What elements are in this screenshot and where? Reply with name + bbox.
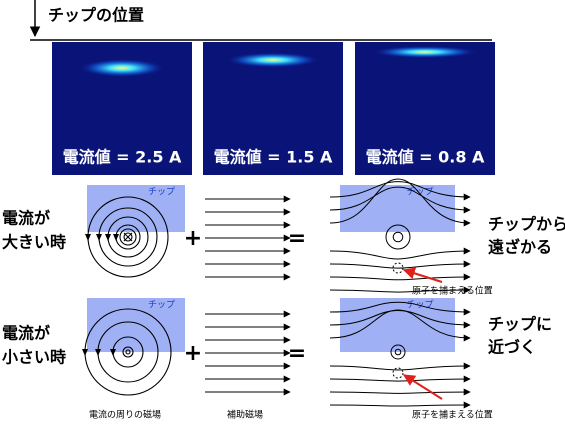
plus: + bbox=[184, 341, 202, 366]
field-circle bbox=[123, 232, 133, 242]
field-line bbox=[329, 273, 471, 281]
field-line bbox=[329, 260, 471, 269]
field-circle bbox=[122, 346, 134, 358]
field-arrowhead bbox=[82, 349, 88, 356]
field-circle bbox=[125, 349, 131, 355]
field-line bbox=[329, 186, 471, 214]
condition: 大きい時 bbox=[2, 233, 66, 252]
loop bbox=[390, 344, 406, 360]
result: 遠ざかる bbox=[488, 238, 552, 257]
stm-image bbox=[355, 42, 495, 175]
tip bbox=[87, 298, 185, 352]
image-label: 電流値 = 0.8 A bbox=[366, 148, 485, 167]
equals: = bbox=[288, 226, 306, 251]
glow bbox=[373, 46, 477, 58]
caption: 補助磁場 bbox=[227, 409, 263, 421]
equals: = bbox=[288, 341, 306, 366]
plus: + bbox=[184, 226, 202, 251]
field-arrowhead bbox=[96, 234, 102, 241]
field-line bbox=[329, 286, 471, 294]
loop bbox=[394, 348, 402, 356]
field-arrowhead bbox=[95, 349, 101, 356]
field-arrowhead bbox=[113, 234, 119, 241]
tip-label: チップ bbox=[148, 300, 175, 311]
field-line bbox=[329, 247, 471, 260]
cross bbox=[123, 232, 133, 242]
field-line bbox=[329, 181, 471, 201]
loop bbox=[385, 224, 411, 250]
glow bbox=[227, 52, 319, 68]
tip bbox=[340, 298, 455, 352]
field-line bbox=[329, 401, 471, 409]
pointer bbox=[402, 374, 443, 400]
field-line bbox=[329, 178, 471, 227]
field-line bbox=[329, 388, 471, 396]
condition: 小さい時 bbox=[2, 348, 66, 367]
field-arrowhead bbox=[85, 234, 91, 241]
atom-label: 原子を捕まえる位置 bbox=[412, 409, 493, 421]
field-circle bbox=[119, 228, 137, 246]
image-label: 電流値 = 2.5 A bbox=[63, 148, 182, 167]
field-line bbox=[329, 375, 471, 383]
condition: 電流が bbox=[2, 324, 50, 343]
result: チップに bbox=[488, 315, 552, 334]
condition: 電流が bbox=[2, 209, 50, 228]
tip-position-label: チップの位置 bbox=[48, 6, 144, 25]
field-arrowhead bbox=[105, 234, 111, 241]
pointer bbox=[402, 267, 443, 283]
result: チップから bbox=[488, 215, 565, 234]
tip-label: チップ bbox=[148, 187, 175, 198]
image-label: 電流値 = 1.5 A bbox=[214, 148, 333, 167]
atom-label: 原子を捕まえる位置 bbox=[412, 285, 493, 297]
caption: 電流の周りの磁場 bbox=[89, 409, 161, 421]
glow bbox=[80, 59, 164, 77]
field-line bbox=[329, 362, 471, 371]
result: 近づく bbox=[488, 338, 536, 357]
tip bbox=[87, 185, 185, 232]
field-line bbox=[329, 309, 471, 342]
field-line bbox=[329, 301, 471, 316]
atom-position bbox=[392, 367, 404, 379]
field-arrowhead bbox=[110, 349, 116, 356]
tip-label: チップ bbox=[406, 187, 433, 198]
loop bbox=[392, 231, 404, 243]
